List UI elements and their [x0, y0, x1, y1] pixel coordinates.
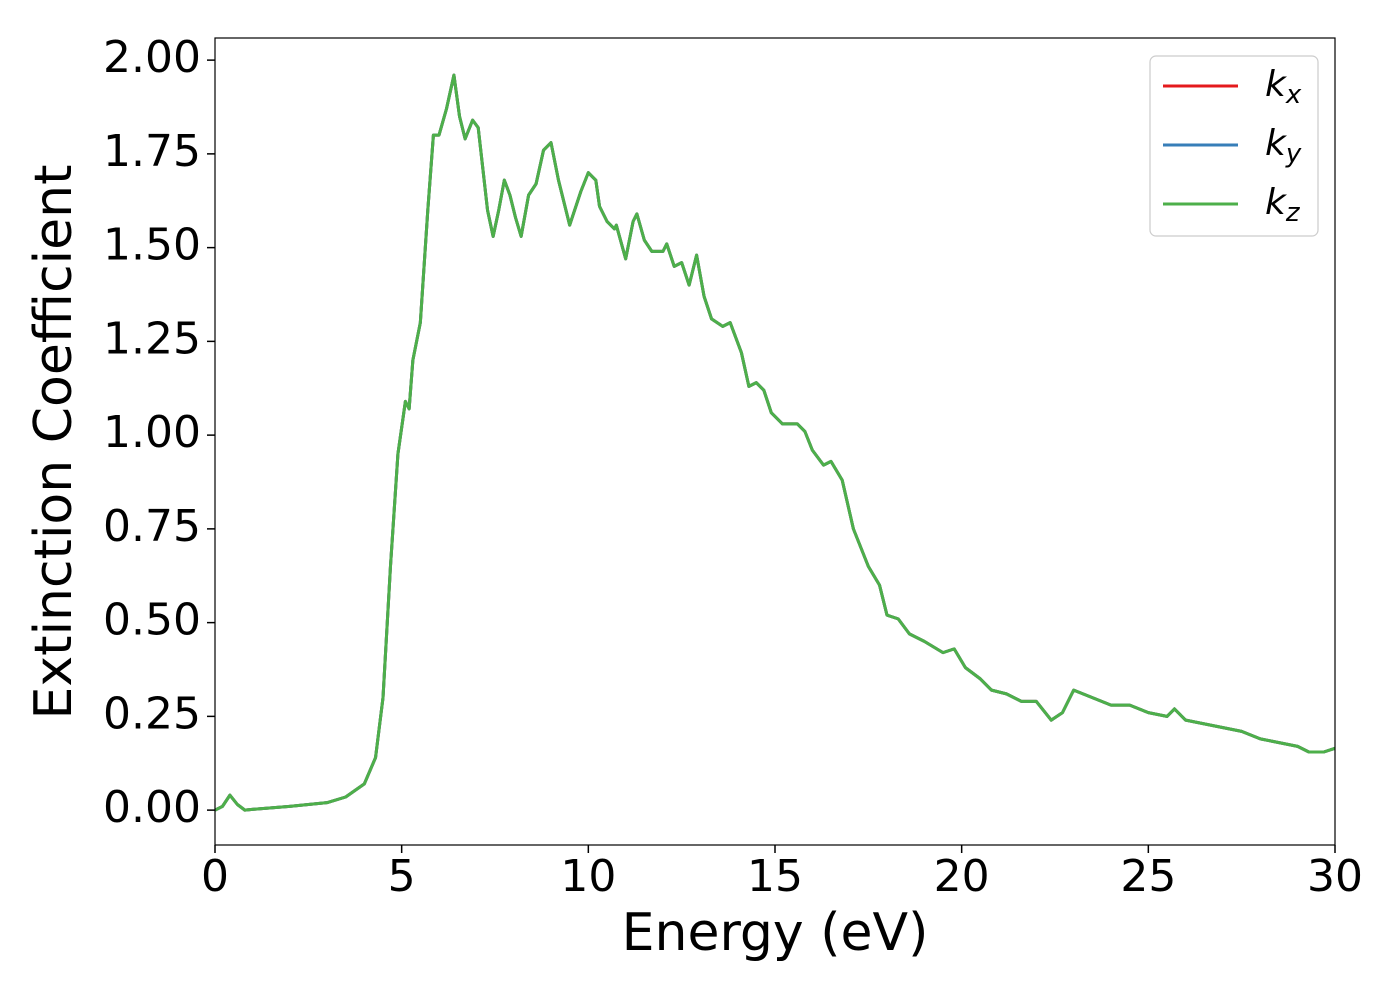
x-tick-label: 10 [560, 851, 616, 902]
legend-label: kz [1265, 182, 1301, 228]
series-line [215, 73, 1335, 812]
x-tick-label: 30 [1307, 851, 1363, 902]
x-axis-label: Energy (eV) [622, 903, 929, 963]
y-tick-label: 2.00 [103, 32, 201, 83]
y-tick-label: 1.50 [103, 220, 201, 271]
y-tick-label: 1.25 [103, 313, 201, 364]
y-tick-label: 0.25 [103, 688, 201, 739]
x-tick-label: 5 [388, 851, 416, 902]
y-tick-label: 1.75 [103, 126, 201, 177]
y-tick-label: 1.00 [103, 407, 201, 458]
legend-label: kx [1265, 64, 1302, 110]
x-tick-label: 0 [201, 851, 229, 902]
y-axis-label: Extinction Coefficient [24, 165, 84, 720]
legend-label: ky [1265, 123, 1302, 169]
plot-frame [214, 37, 1336, 846]
x-tick-label: 15 [747, 851, 803, 902]
x-tick-label: 20 [934, 851, 990, 902]
y-tick-label: 0.50 [103, 595, 201, 646]
y-tick-label: 0.75 [103, 501, 201, 552]
x-tick-label: 25 [1120, 851, 1176, 902]
y-tick-label: 0.00 [103, 782, 201, 833]
